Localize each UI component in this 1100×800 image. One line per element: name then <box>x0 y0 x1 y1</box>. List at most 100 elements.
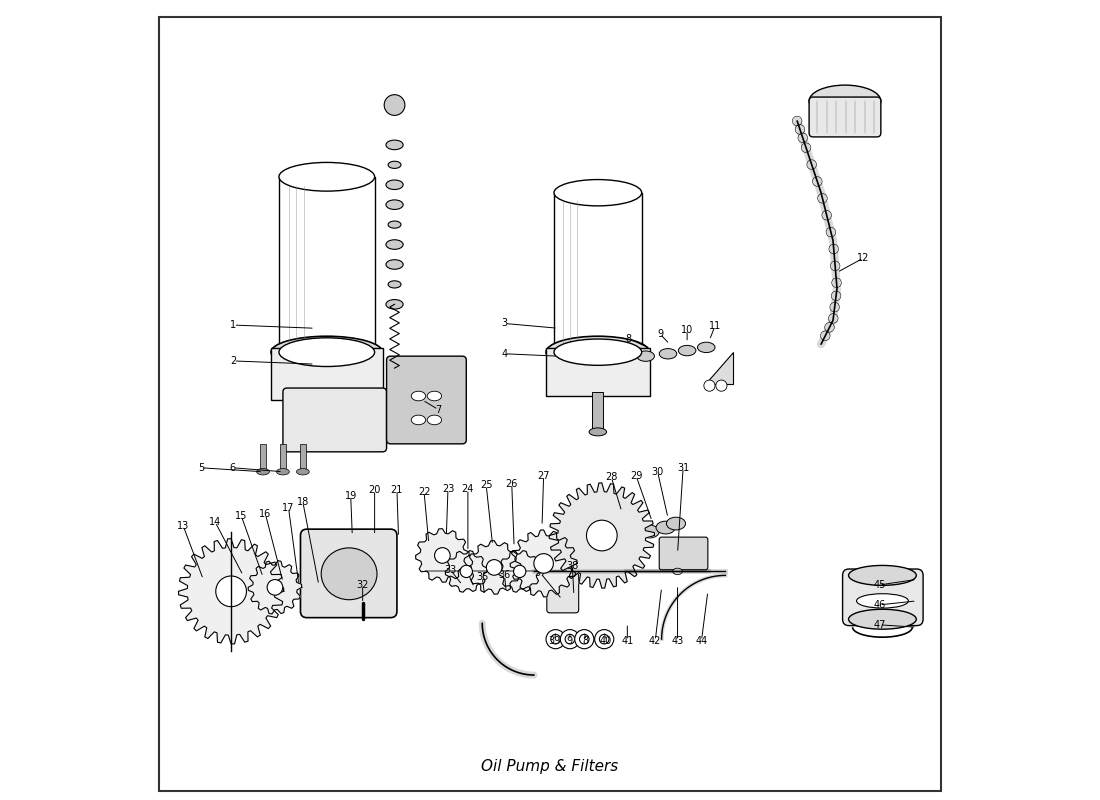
Ellipse shape <box>386 200 404 210</box>
Text: 37: 37 <box>535 568 547 578</box>
Polygon shape <box>510 530 578 597</box>
Polygon shape <box>705 352 734 384</box>
Ellipse shape <box>388 281 401 288</box>
Text: 39: 39 <box>549 636 561 646</box>
FancyBboxPatch shape <box>843 569 923 626</box>
Text: 16: 16 <box>260 509 272 519</box>
Text: 42: 42 <box>649 636 661 646</box>
Ellipse shape <box>279 162 375 191</box>
Text: 10: 10 <box>681 325 693 335</box>
Ellipse shape <box>276 469 289 475</box>
Text: 31: 31 <box>676 462 690 473</box>
Bar <box>271 348 383 400</box>
Text: 43: 43 <box>671 636 684 646</box>
Circle shape <box>221 582 241 601</box>
Circle shape <box>460 566 472 578</box>
Circle shape <box>534 554 553 573</box>
Circle shape <box>560 630 580 649</box>
Ellipse shape <box>279 338 375 366</box>
Polygon shape <box>468 541 521 594</box>
Text: 1: 1 <box>230 320 236 330</box>
Circle shape <box>267 579 283 595</box>
Text: 2: 2 <box>230 356 236 366</box>
Circle shape <box>704 380 715 391</box>
Text: 35: 35 <box>476 572 488 582</box>
Ellipse shape <box>656 521 675 534</box>
Text: 11: 11 <box>708 321 722 331</box>
Text: 17: 17 <box>283 502 295 513</box>
Ellipse shape <box>386 260 404 270</box>
Polygon shape <box>549 483 654 588</box>
Text: 9: 9 <box>566 636 573 646</box>
Ellipse shape <box>546 336 650 368</box>
Text: 19: 19 <box>344 490 356 501</box>
FancyBboxPatch shape <box>386 356 466 444</box>
Ellipse shape <box>411 391 426 401</box>
Ellipse shape <box>590 428 606 436</box>
Text: 13: 13 <box>177 521 189 531</box>
FancyBboxPatch shape <box>300 529 397 618</box>
Ellipse shape <box>673 568 682 574</box>
Text: 23: 23 <box>442 484 454 494</box>
Text: 15: 15 <box>235 511 248 522</box>
Text: 28: 28 <box>605 472 617 482</box>
Ellipse shape <box>679 346 696 356</box>
Text: 25: 25 <box>480 480 493 490</box>
Circle shape <box>514 566 526 578</box>
Text: 20: 20 <box>368 485 381 495</box>
Text: 7: 7 <box>436 405 441 414</box>
Circle shape <box>216 576 246 606</box>
Ellipse shape <box>386 240 404 250</box>
Circle shape <box>580 634 590 644</box>
Circle shape <box>213 574 249 609</box>
Ellipse shape <box>388 221 401 228</box>
Circle shape <box>574 630 594 649</box>
FancyBboxPatch shape <box>659 537 708 570</box>
Ellipse shape <box>857 594 909 608</box>
Ellipse shape <box>554 339 641 366</box>
Ellipse shape <box>427 415 441 425</box>
Circle shape <box>486 560 502 575</box>
Ellipse shape <box>427 391 441 401</box>
Text: 40: 40 <box>600 636 612 646</box>
Polygon shape <box>178 538 284 644</box>
Ellipse shape <box>388 162 401 169</box>
Ellipse shape <box>640 525 659 538</box>
Text: 33: 33 <box>444 565 456 575</box>
Ellipse shape <box>386 140 404 150</box>
Text: 8: 8 <box>626 334 632 344</box>
Text: 24: 24 <box>462 484 474 494</box>
Text: 47: 47 <box>873 620 886 630</box>
Ellipse shape <box>297 469 309 475</box>
Text: 12: 12 <box>857 253 869 263</box>
FancyBboxPatch shape <box>810 97 881 137</box>
Text: 4: 4 <box>502 349 507 358</box>
Text: 5: 5 <box>198 462 204 473</box>
Text: 14: 14 <box>209 517 221 527</box>
Text: 29: 29 <box>630 470 642 481</box>
Bar <box>279 177 375 352</box>
Text: 32: 32 <box>356 580 369 590</box>
Polygon shape <box>249 561 301 614</box>
Text: 21: 21 <box>390 485 403 495</box>
Text: 22: 22 <box>418 486 430 497</box>
Text: 30: 30 <box>651 466 663 477</box>
Text: 9: 9 <box>657 329 663 339</box>
Ellipse shape <box>411 415 426 425</box>
Text: 27: 27 <box>538 470 550 481</box>
Circle shape <box>565 634 574 644</box>
Polygon shape <box>498 550 541 592</box>
Ellipse shape <box>256 469 270 475</box>
Text: 36: 36 <box>498 570 510 580</box>
Circle shape <box>551 634 560 644</box>
Text: 38: 38 <box>566 561 579 571</box>
Ellipse shape <box>637 351 654 362</box>
FancyBboxPatch shape <box>283 388 386 452</box>
Text: Oil Pump & Filters: Oil Pump & Filters <box>482 759 618 774</box>
Bar <box>554 193 641 352</box>
Text: 18: 18 <box>297 497 309 507</box>
Text: 45: 45 <box>873 580 886 590</box>
Text: 46: 46 <box>873 600 886 610</box>
Ellipse shape <box>848 610 916 630</box>
Circle shape <box>600 634 609 644</box>
